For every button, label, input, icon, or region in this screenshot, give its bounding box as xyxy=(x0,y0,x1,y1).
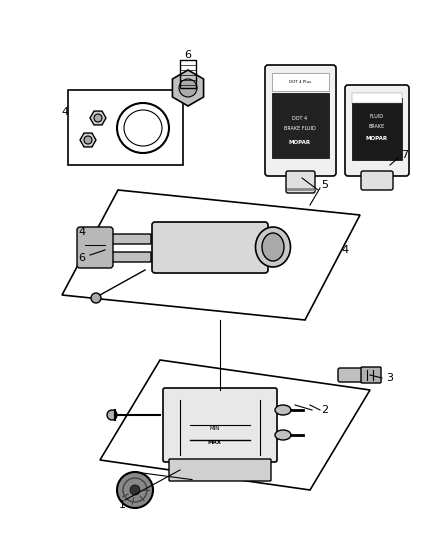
Text: BRAKE: BRAKE xyxy=(369,124,385,128)
Text: FLUID: FLUID xyxy=(370,114,384,118)
FancyBboxPatch shape xyxy=(152,222,268,273)
Text: 5: 5 xyxy=(321,180,328,190)
Text: 6: 6 xyxy=(78,253,85,263)
Text: MOPAR: MOPAR xyxy=(366,135,388,141)
FancyBboxPatch shape xyxy=(338,368,370,382)
FancyBboxPatch shape xyxy=(286,171,315,193)
Ellipse shape xyxy=(262,233,284,261)
Polygon shape xyxy=(80,133,96,147)
FancyBboxPatch shape xyxy=(94,234,151,244)
Text: 4: 4 xyxy=(342,245,349,255)
Text: 7: 7 xyxy=(402,150,409,160)
FancyBboxPatch shape xyxy=(361,171,393,190)
Polygon shape xyxy=(90,111,106,125)
Circle shape xyxy=(117,472,153,508)
Bar xyxy=(272,73,329,91)
Bar xyxy=(352,93,402,103)
FancyBboxPatch shape xyxy=(77,227,113,268)
Circle shape xyxy=(84,136,92,144)
Circle shape xyxy=(91,293,101,303)
Text: MOPAR: MOPAR xyxy=(289,141,311,146)
Bar xyxy=(272,93,329,158)
FancyBboxPatch shape xyxy=(169,459,271,481)
Circle shape xyxy=(94,114,102,122)
Polygon shape xyxy=(173,70,204,106)
Ellipse shape xyxy=(275,430,291,440)
FancyBboxPatch shape xyxy=(109,252,151,262)
Circle shape xyxy=(130,485,140,495)
Text: 3: 3 xyxy=(386,373,393,383)
Circle shape xyxy=(107,410,117,420)
Text: MAX: MAX xyxy=(208,440,222,445)
Text: 4: 4 xyxy=(61,107,69,117)
Bar xyxy=(352,98,402,160)
FancyBboxPatch shape xyxy=(345,85,409,176)
Text: 1: 1 xyxy=(119,500,126,510)
FancyBboxPatch shape xyxy=(361,367,381,383)
Text: BRAKE FLUID: BRAKE FLUID xyxy=(284,125,316,131)
Text: DOT 4 Plus: DOT 4 Plus xyxy=(289,80,311,84)
Text: 2: 2 xyxy=(321,405,328,415)
Text: 4: 4 xyxy=(78,227,85,237)
Ellipse shape xyxy=(275,405,291,415)
Text: 6: 6 xyxy=(184,50,191,60)
Bar xyxy=(180,60,196,88)
Bar xyxy=(68,90,183,165)
FancyBboxPatch shape xyxy=(163,388,277,462)
Text: MIN: MIN xyxy=(210,425,220,431)
Text: DOT 4: DOT 4 xyxy=(293,116,307,120)
FancyBboxPatch shape xyxy=(265,65,336,176)
Circle shape xyxy=(179,79,197,97)
Ellipse shape xyxy=(255,227,290,267)
